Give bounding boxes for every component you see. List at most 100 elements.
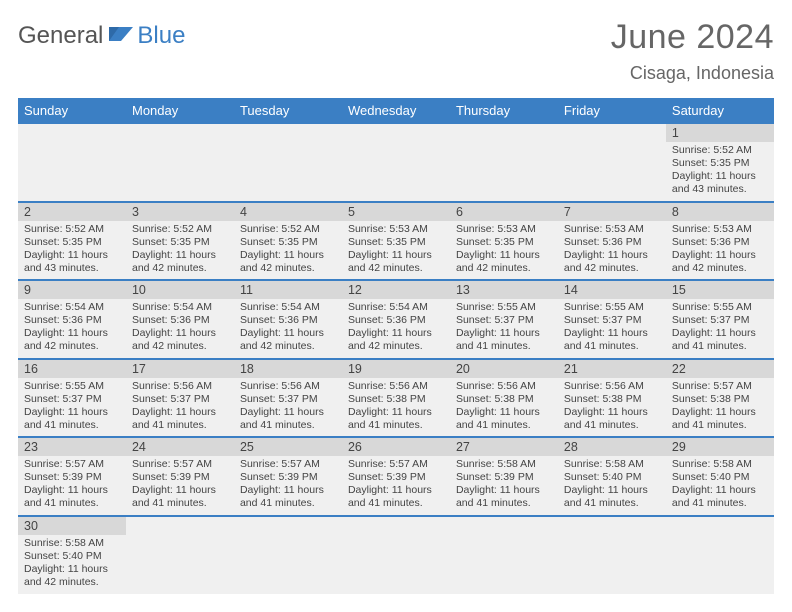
calendar-cell: 23Sunrise: 5:57 AMSunset: 5:39 PMDayligh… <box>18 437 126 516</box>
day-details: Sunrise: 5:55 AMSunset: 5:37 PMDaylight:… <box>666 299 774 358</box>
weekday-header: Wednesday <box>342 98 450 124</box>
calendar-cell: 2Sunrise: 5:52 AMSunset: 5:35 PMDaylight… <box>18 202 126 281</box>
calendar-cell: 18Sunrise: 5:56 AMSunset: 5:37 PMDayligh… <box>234 359 342 438</box>
calendar-cell: 19Sunrise: 5:56 AMSunset: 5:38 PMDayligh… <box>342 359 450 438</box>
day-details: Sunrise: 5:55 AMSunset: 5:37 PMDaylight:… <box>450 299 558 358</box>
calendar-cell <box>234 124 342 202</box>
day-details: Sunrise: 5:58 AMSunset: 5:39 PMDaylight:… <box>450 456 558 515</box>
day-details: Sunrise: 5:54 AMSunset: 5:36 PMDaylight:… <box>126 299 234 358</box>
day-number: 1 <box>666 124 774 142</box>
day-number: 6 <box>450 203 558 221</box>
calendar-cell: 27Sunrise: 5:58 AMSunset: 5:39 PMDayligh… <box>450 437 558 516</box>
day-details: Sunrise: 5:52 AMSunset: 5:35 PMDaylight:… <box>666 142 774 201</box>
calendar-cell: 9Sunrise: 5:54 AMSunset: 5:36 PMDaylight… <box>18 280 126 359</box>
calendar-cell: 16Sunrise: 5:55 AMSunset: 5:37 PMDayligh… <box>18 359 126 438</box>
weekday-header: Tuesday <box>234 98 342 124</box>
day-number: 30 <box>18 517 126 535</box>
day-details: Sunrise: 5:54 AMSunset: 5:36 PMDaylight:… <box>342 299 450 358</box>
day-number: 18 <box>234 360 342 378</box>
day-details: Sunrise: 5:54 AMSunset: 5:36 PMDaylight:… <box>234 299 342 358</box>
day-details: Sunrise: 5:53 AMSunset: 5:35 PMDaylight:… <box>342 221 450 280</box>
calendar-cell: 3Sunrise: 5:52 AMSunset: 5:35 PMDaylight… <box>126 202 234 281</box>
day-details: Sunrise: 5:52 AMSunset: 5:35 PMDaylight:… <box>126 221 234 280</box>
weekday-header: Monday <box>126 98 234 124</box>
day-number: 29 <box>666 438 774 456</box>
logo: General Blue <box>18 22 185 50</box>
calendar-cell: 7Sunrise: 5:53 AMSunset: 5:36 PMDaylight… <box>558 202 666 281</box>
day-details: Sunrise: 5:58 AMSunset: 5:40 PMDaylight:… <box>558 456 666 515</box>
day-number: 16 <box>18 360 126 378</box>
calendar-cell: 12Sunrise: 5:54 AMSunset: 5:36 PMDayligh… <box>342 280 450 359</box>
calendar-cell: 14Sunrise: 5:55 AMSunset: 5:37 PMDayligh… <box>558 280 666 359</box>
calendar-row: 1Sunrise: 5:52 AMSunset: 5:35 PMDaylight… <box>18 124 774 202</box>
day-number: 14 <box>558 281 666 299</box>
calendar-cell <box>450 124 558 202</box>
day-details: Sunrise: 5:55 AMSunset: 5:37 PMDaylight:… <box>558 299 666 358</box>
day-number: 21 <box>558 360 666 378</box>
day-details: Sunrise: 5:57 AMSunset: 5:38 PMDaylight:… <box>666 378 774 437</box>
weekday-header-row: Sunday Monday Tuesday Wednesday Thursday… <box>18 98 774 124</box>
day-number: 24 <box>126 438 234 456</box>
calendar-cell: 5Sunrise: 5:53 AMSunset: 5:35 PMDaylight… <box>342 202 450 281</box>
day-number: 19 <box>342 360 450 378</box>
day-details: Sunrise: 5:55 AMSunset: 5:37 PMDaylight:… <box>18 378 126 437</box>
day-details: Sunrise: 5:53 AMSunset: 5:35 PMDaylight:… <box>450 221 558 280</box>
calendar-cell: 1Sunrise: 5:52 AMSunset: 5:35 PMDaylight… <box>666 124 774 202</box>
day-number: 7 <box>558 203 666 221</box>
calendar-cell: 22Sunrise: 5:57 AMSunset: 5:38 PMDayligh… <box>666 359 774 438</box>
calendar-cell: 24Sunrise: 5:57 AMSunset: 5:39 PMDayligh… <box>126 437 234 516</box>
day-number: 17 <box>126 360 234 378</box>
calendar-cell: 6Sunrise: 5:53 AMSunset: 5:35 PMDaylight… <box>450 202 558 281</box>
weekday-header: Thursday <box>450 98 558 124</box>
day-details: Sunrise: 5:53 AMSunset: 5:36 PMDaylight:… <box>558 221 666 280</box>
day-number: 28 <box>558 438 666 456</box>
weekday-header: Saturday <box>666 98 774 124</box>
calendar-cell <box>342 516 450 594</box>
calendar-cell: 4Sunrise: 5:52 AMSunset: 5:35 PMDaylight… <box>234 202 342 281</box>
day-number: 22 <box>666 360 774 378</box>
day-number: 4 <box>234 203 342 221</box>
day-number: 5 <box>342 203 450 221</box>
calendar-cell <box>126 124 234 202</box>
calendar-cell: 21Sunrise: 5:56 AMSunset: 5:38 PMDayligh… <box>558 359 666 438</box>
day-details: Sunrise: 5:56 AMSunset: 5:38 PMDaylight:… <box>450 378 558 437</box>
calendar-row: 16Sunrise: 5:55 AMSunset: 5:37 PMDayligh… <box>18 359 774 438</box>
day-details: Sunrise: 5:52 AMSunset: 5:35 PMDaylight:… <box>234 221 342 280</box>
calendar-cell <box>558 516 666 594</box>
calendar-cell <box>234 516 342 594</box>
day-number: 11 <box>234 281 342 299</box>
day-number: 26 <box>342 438 450 456</box>
day-details: Sunrise: 5:56 AMSunset: 5:38 PMDaylight:… <box>342 378 450 437</box>
calendar-cell <box>666 516 774 594</box>
calendar-row: 23Sunrise: 5:57 AMSunset: 5:39 PMDayligh… <box>18 437 774 516</box>
title-area: June 2024 Cisaga, Indonesia <box>611 18 774 84</box>
header: General Blue June 2024 Cisaga, Indonesia <box>18 18 774 84</box>
day-number: 25 <box>234 438 342 456</box>
calendar-cell <box>450 516 558 594</box>
calendar-row: 9Sunrise: 5:54 AMSunset: 5:36 PMDaylight… <box>18 280 774 359</box>
location: Cisaga, Indonesia <box>611 63 774 84</box>
day-details: Sunrise: 5:54 AMSunset: 5:36 PMDaylight:… <box>18 299 126 358</box>
weekday-header: Sunday <box>18 98 126 124</box>
calendar-row: 30Sunrise: 5:58 AMSunset: 5:40 PMDayligh… <box>18 516 774 594</box>
day-details: Sunrise: 5:57 AMSunset: 5:39 PMDaylight:… <box>234 456 342 515</box>
calendar-cell: 28Sunrise: 5:58 AMSunset: 5:40 PMDayligh… <box>558 437 666 516</box>
calendar-cell: 30Sunrise: 5:58 AMSunset: 5:40 PMDayligh… <box>18 516 126 594</box>
day-number: 3 <box>126 203 234 221</box>
calendar-cell: 25Sunrise: 5:57 AMSunset: 5:39 PMDayligh… <box>234 437 342 516</box>
day-number: 12 <box>342 281 450 299</box>
calendar-cell: 13Sunrise: 5:55 AMSunset: 5:37 PMDayligh… <box>450 280 558 359</box>
day-details: Sunrise: 5:58 AMSunset: 5:40 PMDaylight:… <box>18 535 126 594</box>
calendar-cell <box>18 124 126 202</box>
calendar-cell: 15Sunrise: 5:55 AMSunset: 5:37 PMDayligh… <box>666 280 774 359</box>
logo-text-blue: Blue <box>137 22 185 50</box>
month-title: June 2024 <box>611 18 774 57</box>
calendar-row: 2Sunrise: 5:52 AMSunset: 5:35 PMDaylight… <box>18 202 774 281</box>
calendar-cell: 17Sunrise: 5:56 AMSunset: 5:37 PMDayligh… <box>126 359 234 438</box>
day-details: Sunrise: 5:56 AMSunset: 5:37 PMDaylight:… <box>126 378 234 437</box>
day-details: Sunrise: 5:57 AMSunset: 5:39 PMDaylight:… <box>18 456 126 515</box>
day-number: 8 <box>666 203 774 221</box>
day-number: 13 <box>450 281 558 299</box>
day-details: Sunrise: 5:53 AMSunset: 5:36 PMDaylight:… <box>666 221 774 280</box>
day-number: 20 <box>450 360 558 378</box>
